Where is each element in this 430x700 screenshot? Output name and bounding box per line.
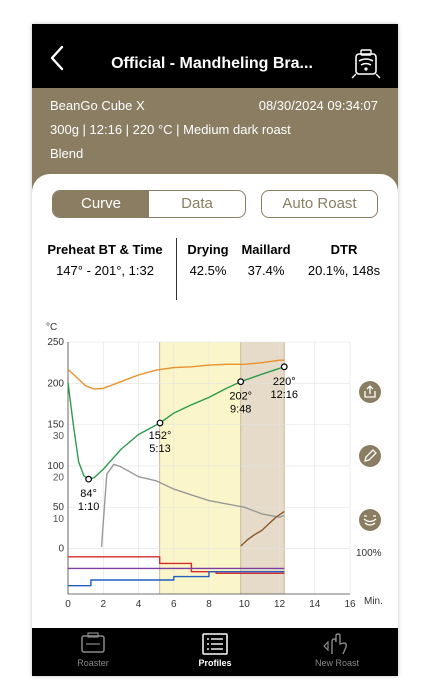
- x-tick-label: 8: [206, 599, 212, 610]
- stat-header: Maillard: [241, 242, 291, 257]
- series-line-3: [240, 510, 285, 547]
- marker-label: 84°: [80, 488, 97, 500]
- roast-summary: 300g | 12:16 | 220 °C | Medium dark roas…: [50, 122, 291, 137]
- share-button[interactable]: [359, 381, 381, 403]
- x-tick-label: 2: [100, 599, 106, 610]
- back-button[interactable]: [46, 44, 70, 72]
- ror-tick-label: 20: [53, 473, 65, 484]
- event-marker: [237, 378, 245, 386]
- y-tick-label: 150: [47, 420, 64, 431]
- y-axis-label: °C: [46, 322, 57, 333]
- marker-label: 12:16: [270, 389, 298, 401]
- app-screen: Official - Mandheling Bra... BeanGo Cube…: [32, 24, 398, 676]
- stat-divider: [176, 238, 177, 300]
- x-tick-label: 0: [65, 599, 71, 610]
- tab-profiles[interactable]: Profiles: [154, 628, 276, 676]
- x-tick-label: 6: [171, 599, 177, 610]
- marker-label: 220°: [273, 376, 296, 388]
- bottom-tab-bar: Roaster Profiles New Roast: [32, 628, 398, 676]
- x-tick-label: 12: [274, 599, 286, 610]
- phase-development: [240, 342, 285, 594]
- roaster-icon: [81, 632, 105, 653]
- roast-curve-chart: °C 0 2 4 6 8 10 12 14 16 250 200 150 100 50 0 30 20 10 84…: [46, 322, 383, 610]
- new-roast-icon: [323, 633, 347, 655]
- y-tick-label: 50: [53, 502, 65, 513]
- content-card: Curve Data Auto Roast Preheat BT & Time …: [32, 174, 398, 644]
- marker-label: 202°: [229, 391, 252, 403]
- stat-value: 147° - 201°, 1:32: [56, 263, 154, 278]
- marker-label: 1:10: [78, 501, 99, 513]
- x-tick-label: 10: [239, 599, 251, 610]
- stat-header: Drying: [187, 242, 229, 257]
- stat-value: 20.1%, 148s: [307, 263, 381, 278]
- y-tick-label: 250: [47, 337, 64, 348]
- stat-value: 37.4%: [247, 263, 285, 278]
- phase-maillard: [159, 342, 241, 594]
- roast-stats: Preheat BT & Time 147° - 201°, 1:32 Dryi…: [32, 238, 398, 300]
- rate-button[interactable]: [359, 509, 381, 531]
- series-line-1: [67, 366, 285, 480]
- tab-label: New Roast: [314, 658, 359, 668]
- event-marker: [280, 363, 288, 371]
- marker-label: 152°: [149, 430, 172, 442]
- rate-icon: [359, 509, 381, 531]
- x-tick-label: 4: [136, 599, 142, 610]
- right-axis-label: 100%: [356, 548, 382, 559]
- marker-label: 5:13: [149, 443, 170, 455]
- tab-curve[interactable]: Curve: [53, 191, 149, 217]
- marker-label: 9:48: [230, 404, 251, 416]
- top-bar: Official - Mandheling Bra...: [32, 24, 398, 88]
- device-name: BeanGo Cube X: [50, 98, 145, 113]
- series-line-4: [68, 556, 285, 574]
- x-axis-label: Min.: [364, 596, 383, 607]
- bean-type: Blend: [50, 146, 84, 161]
- stat-header: Preheat BT & Time: [47, 242, 163, 257]
- ror-tick-label: 30: [53, 431, 65, 442]
- ror-tick-label: 10: [53, 514, 65, 525]
- series-line-0: [67, 359, 285, 390]
- x-tick-label: 14: [309, 599, 321, 610]
- y-tick-label: 100: [47, 461, 64, 472]
- chevron-left-icon: [50, 45, 64, 71]
- stat-header: DTR: [330, 242, 358, 257]
- auto-roast-button[interactable]: Auto Roast: [261, 190, 378, 218]
- device-button[interactable]: [350, 48, 382, 80]
- view-segmented-control: Curve Data: [52, 190, 246, 218]
- event-marker: [156, 419, 164, 427]
- tab-roaster[interactable]: Roaster: [32, 628, 154, 676]
- edit-button[interactable]: [359, 445, 381, 467]
- stat-drying: Drying 42.5%: [182, 242, 234, 278]
- stat-dtr: DTR 20.1%, 148s: [300, 242, 388, 278]
- tab-label: Roaster: [77, 658, 109, 668]
- page-title: Official - Mandheling Bra...: [111, 55, 313, 72]
- tab-new-roast[interactable]: New Roast: [276, 628, 398, 676]
- x-tick-label: 16: [344, 599, 356, 610]
- event-marker: [85, 475, 93, 483]
- stat-preheat: Preheat BT & Time 147° - 201°, 1:32: [36, 242, 174, 278]
- stat-value: 42.5%: [189, 263, 227, 278]
- series-line-2: [100, 463, 285, 547]
- profiles-icon: [202, 633, 228, 655]
- edit-icon: [359, 445, 381, 467]
- stat-maillard: Maillard 37.4%: [238, 242, 294, 278]
- series-line-6: [68, 571, 285, 587]
- roast-datetime: 08/30/2024 09:34:07: [258, 98, 378, 113]
- y-tick-label: 200: [47, 378, 64, 389]
- roaster-connect-icon: [351, 49, 381, 79]
- tab-label: Profiles: [198, 658, 232, 668]
- tab-data[interactable]: Data: [181, 195, 213, 212]
- y-tick-label: 0: [58, 544, 64, 555]
